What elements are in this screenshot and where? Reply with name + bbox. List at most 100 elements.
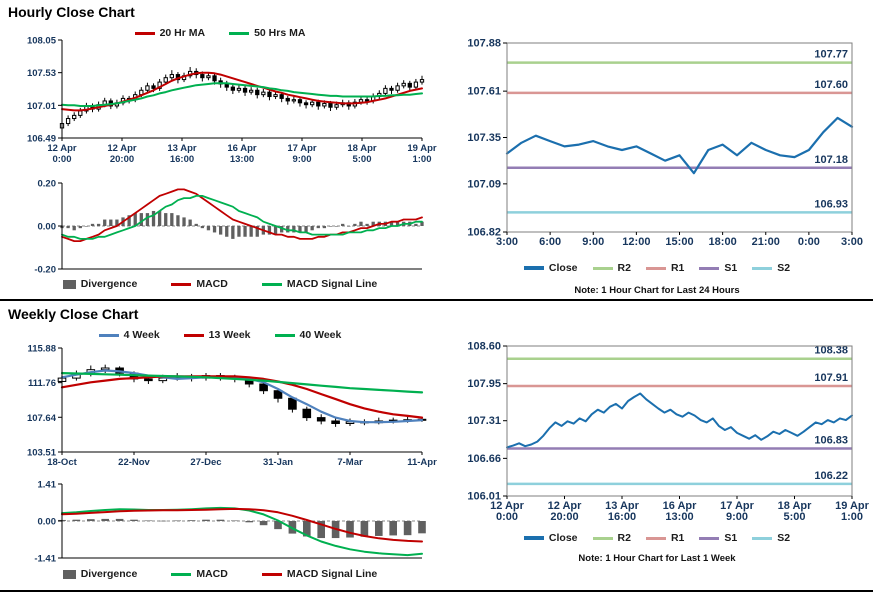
legend-swatch-icon bbox=[274, 333, 295, 337]
legend-label: Close bbox=[548, 262, 578, 274]
legend-item-macd-signal-line: MACD Signal Line bbox=[261, 568, 378, 580]
svg-text:0:00: 0:00 bbox=[798, 236, 820, 248]
svg-text:15:00: 15:00 bbox=[665, 236, 693, 248]
legend-label: MACD bbox=[196, 568, 228, 580]
svg-text:107.18: 107.18 bbox=[814, 154, 848, 166]
legend-label: R2 bbox=[617, 532, 631, 544]
legend-swatch-icon bbox=[523, 266, 544, 270]
svg-text:0.20: 0.20 bbox=[38, 179, 57, 190]
legend-swatch-icon bbox=[261, 572, 282, 576]
legend-label: 4 Week bbox=[123, 329, 160, 341]
legend-label: S2 bbox=[777, 532, 791, 544]
svg-text:0.00: 0.00 bbox=[38, 222, 57, 233]
legend-label: 50 Hrs MA bbox=[254, 27, 306, 39]
legend-swatch-icon bbox=[171, 282, 192, 286]
legend-swatch-icon bbox=[645, 536, 666, 540]
svg-text:107.60: 107.60 bbox=[814, 79, 848, 91]
svg-text:106.49: 106.49 bbox=[27, 134, 56, 145]
svg-text:108.38: 108.38 bbox=[814, 345, 848, 357]
weekly-pivot-legend: Close R2 R1 S1 S2 bbox=[452, 532, 862, 544]
svg-text:1.41: 1.41 bbox=[38, 480, 57, 491]
svg-text:106.93: 106.93 bbox=[814, 198, 848, 210]
legend-swatch-icon bbox=[752, 536, 773, 540]
bottom-divider bbox=[0, 590, 873, 592]
legend-label: MACD Signal Line bbox=[286, 278, 378, 290]
legend-item-4-week: 4 Week bbox=[98, 329, 160, 341]
svg-text:107.88: 107.88 bbox=[467, 38, 501, 50]
svg-text:107.35: 107.35 bbox=[467, 132, 501, 144]
hourly-pivot-chart: 107.77 107.60 107.18 106.93 107.88 107.61 107.… bbox=[467, 38, 863, 249]
legend-label: Divergence bbox=[80, 568, 138, 580]
hourly-pivot-note: Note: 1 Hour Chart for Last 24 Hours bbox=[574, 285, 740, 296]
svg-text:9:00: 9:00 bbox=[582, 236, 604, 248]
svg-text:107.31: 107.31 bbox=[467, 415, 501, 427]
legend-label: 20 Hr MA bbox=[159, 27, 206, 39]
legend-item-macd: MACD bbox=[171, 568, 228, 580]
weekly-pivot-note: Note: 1 Hour Chart for Last 1 Week bbox=[578, 553, 736, 564]
svg-text:103.51: 103.51 bbox=[27, 448, 57, 459]
legend-label: R2 bbox=[617, 262, 631, 274]
legend-item-close: Close bbox=[523, 262, 578, 274]
svg-text:6:00: 6:00 bbox=[539, 236, 561, 248]
svg-text:3:00: 3:00 bbox=[496, 236, 518, 248]
svg-text:18:00: 18:00 bbox=[709, 236, 737, 248]
hourly-section-title: Hourly Close Chart bbox=[8, 4, 135, 20]
svg-text:0.00: 0.00 bbox=[38, 517, 57, 528]
legend-label: Divergence bbox=[80, 278, 138, 290]
svg-text:107.64: 107.64 bbox=[27, 413, 57, 424]
section-divider bbox=[0, 299, 873, 301]
svg-text:27-Dec: 27-Dec bbox=[190, 457, 221, 468]
hourly-macd-chart: 0.20 0.00 -0.20 bbox=[34, 179, 424, 276]
svg-text:107.95: 107.95 bbox=[467, 378, 501, 390]
legend-item-s2: S2 bbox=[752, 532, 790, 544]
legend-item-50-hrs-ma: 50 Hrs MA bbox=[229, 27, 305, 39]
legend-swatch-icon bbox=[592, 536, 613, 540]
weekly-section-title: Weekly Close Chart bbox=[8, 306, 139, 322]
legend-swatch-icon bbox=[183, 333, 204, 337]
legend-swatch-icon bbox=[592, 266, 613, 270]
legend-swatch-icon bbox=[62, 279, 76, 289]
legend-label: MACD bbox=[196, 278, 228, 290]
legend-label: MACD Signal Line bbox=[286, 568, 378, 580]
legend-label: Close bbox=[548, 532, 578, 544]
svg-text:107.09: 107.09 bbox=[467, 178, 501, 190]
legend-label: S1 bbox=[724, 262, 738, 274]
svg-text:-0.20: -0.20 bbox=[34, 265, 56, 276]
legend-item-20-hr-ma: 20 Hr MA bbox=[134, 27, 206, 39]
legend-item-r1: R1 bbox=[645, 532, 684, 544]
legend-item-macd: MACD bbox=[171, 278, 228, 290]
legend-swatch-icon bbox=[699, 536, 720, 540]
svg-text:108.60: 108.60 bbox=[467, 341, 501, 353]
svg-text:107.01: 107.01 bbox=[27, 101, 57, 112]
legend-item-40-week: 40 Week bbox=[274, 329, 341, 341]
legend-item-13-week: 13 Week bbox=[183, 329, 251, 341]
weekly-macd-legend: Divergence MACD MACD Signal Line bbox=[10, 568, 430, 580]
hourly-pivot-legend: Close R2 R1 S1 S2 bbox=[452, 262, 862, 274]
legend-swatch-icon bbox=[62, 569, 76, 579]
legend-swatch-icon bbox=[229, 31, 250, 35]
svg-text:106.83: 106.83 bbox=[814, 435, 848, 447]
svg-text:107.77: 107.77 bbox=[814, 49, 848, 61]
svg-text:22-Nov: 22-Nov bbox=[118, 457, 150, 468]
legend-item-r1: R1 bbox=[645, 262, 684, 274]
legend-item-macd-signal-line: MACD Signal Line bbox=[261, 278, 378, 290]
legend-item-s1: S1 bbox=[699, 532, 737, 544]
svg-text:31-Jan: 31-Jan bbox=[263, 457, 293, 468]
legend-swatch-icon bbox=[523, 536, 544, 540]
svg-text:106.22: 106.22 bbox=[814, 470, 848, 482]
legend-swatch-icon bbox=[98, 333, 119, 337]
